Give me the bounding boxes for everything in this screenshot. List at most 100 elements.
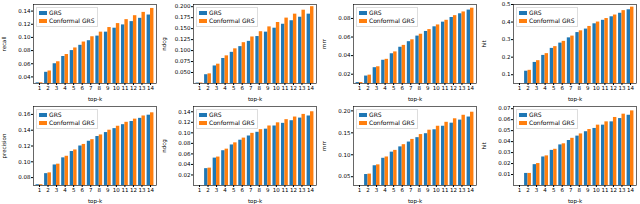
svg-text:12: 12 [450,85,457,91]
svg-text:13: 13 [138,85,145,91]
svg-text:5: 5 [552,85,556,91]
svg-text:0.5: 0.5 [502,1,511,7]
svg-text:10: 10 [433,85,440,91]
svg-text:14: 14 [627,85,634,91]
svg-text:6: 6 [80,187,84,193]
svg-text:2: 2 [366,85,370,91]
svg-text:1: 1 [38,85,42,91]
svg-text:10: 10 [113,187,120,193]
svg-text:6: 6 [240,187,244,193]
svg-text:precision: precision [1,133,8,158]
svg-text:2: 2 [526,85,530,91]
svg-text:13: 13 [138,187,145,193]
svg-text:0.01: 0.01 [498,171,510,177]
svg-text:top-k: top-k [88,198,103,204]
svg-text:0.06: 0.06 [338,34,351,40]
svg-text:0.15: 0.15 [338,130,351,136]
svg-text:13: 13 [458,187,465,193]
svg-text:9: 9 [586,85,590,91]
svg-text:0.08: 0.08 [18,174,31,180]
svg-text:14: 14 [467,187,474,193]
svg-text:9: 9 [266,85,270,91]
svg-text:3: 3 [535,85,539,91]
svg-text:5: 5 [232,187,236,193]
svg-text:12: 12 [610,85,617,91]
svg-text:8: 8 [98,85,102,91]
svg-text:11: 11 [121,85,128,91]
svg-text:9: 9 [586,187,590,193]
svg-text:3: 3 [215,187,219,193]
svg-text:0.075: 0.075 [175,58,191,64]
svg-text:0.07: 0.07 [498,105,511,111]
svg-text:2: 2 [46,187,50,193]
svg-text:13: 13 [298,85,305,91]
svg-text:0.20: 0.20 [338,108,351,114]
svg-text:0.08: 0.08 [178,140,191,146]
svg-text:0.3: 0.3 [502,36,511,42]
svg-text:1: 1 [198,187,202,193]
svg-text:10: 10 [593,187,600,193]
svg-text:0.16: 0.16 [18,111,31,117]
svg-text:0.175: 0.175 [175,14,191,20]
svg-text:0.04: 0.04 [338,52,351,58]
svg-text:0.14: 0.14 [18,127,31,133]
svg-text:12: 12 [130,85,137,91]
svg-text:1: 1 [198,85,202,91]
svg-text:1: 1 [358,187,362,193]
svg-text:0.4: 0.4 [502,19,511,25]
svg-text:0.05: 0.05 [498,127,511,133]
svg-text:0.200: 0.200 [175,3,191,9]
svg-text:3: 3 [535,187,539,193]
svg-text:0.150: 0.150 [175,25,191,31]
svg-text:0.14: 0.14 [178,109,191,115]
svg-text:0.050: 0.050 [175,69,191,75]
svg-text:9: 9 [106,187,110,193]
svg-text:recall: recall [1,36,7,51]
svg-text:8: 8 [578,85,582,91]
svg-text:9: 9 [426,85,430,91]
svg-text:14: 14 [307,85,314,91]
svg-text:0.06: 0.06 [498,116,511,122]
svg-text:6: 6 [560,187,564,193]
svg-text:1: 1 [518,187,522,193]
svg-text:0.125: 0.125 [175,36,191,42]
svg-text:8: 8 [418,187,422,193]
svg-text:1: 1 [38,187,42,193]
svg-text:ndcg: ndcg [161,139,168,153]
svg-text:3: 3 [215,85,219,91]
svg-text:7: 7 [249,187,253,193]
svg-text:0.10: 0.10 [178,130,191,136]
svg-text:13: 13 [298,187,305,193]
svg-text:5: 5 [392,85,396,91]
svg-text:11: 11 [441,187,448,193]
svg-text:mrr: mrr [321,140,327,151]
svg-text:6: 6 [80,85,84,91]
svg-text:5: 5 [72,85,76,91]
svg-text:7: 7 [249,85,253,91]
svg-text:7: 7 [89,85,93,91]
svg-text:13: 13 [458,85,465,91]
svg-text:0.12: 0.12 [18,21,30,27]
svg-text:4: 4 [63,187,67,193]
svg-text:3: 3 [375,85,379,91]
svg-text:7: 7 [569,187,573,193]
svg-text:12: 12 [450,187,457,193]
svg-text:10: 10 [433,187,440,193]
svg-text:4: 4 [63,85,67,91]
svg-text:8: 8 [258,85,262,91]
svg-text:4: 4 [223,187,227,193]
svg-text:2: 2 [526,187,530,193]
svg-text:5: 5 [232,85,236,91]
svg-text:12: 12 [610,187,617,193]
svg-text:3: 3 [55,85,59,91]
svg-text:0.04: 0.04 [498,138,511,144]
svg-text:0.2: 0.2 [502,54,511,60]
svg-text:2: 2 [206,85,210,91]
svg-text:11: 11 [281,85,288,91]
svg-text:11: 11 [281,187,288,193]
svg-text:0.08: 0.08 [18,47,31,53]
svg-text:0.12: 0.12 [178,119,190,125]
svg-text:11: 11 [601,85,608,91]
svg-text:13: 13 [618,187,625,193]
svg-text:0.05: 0.05 [338,173,351,179]
